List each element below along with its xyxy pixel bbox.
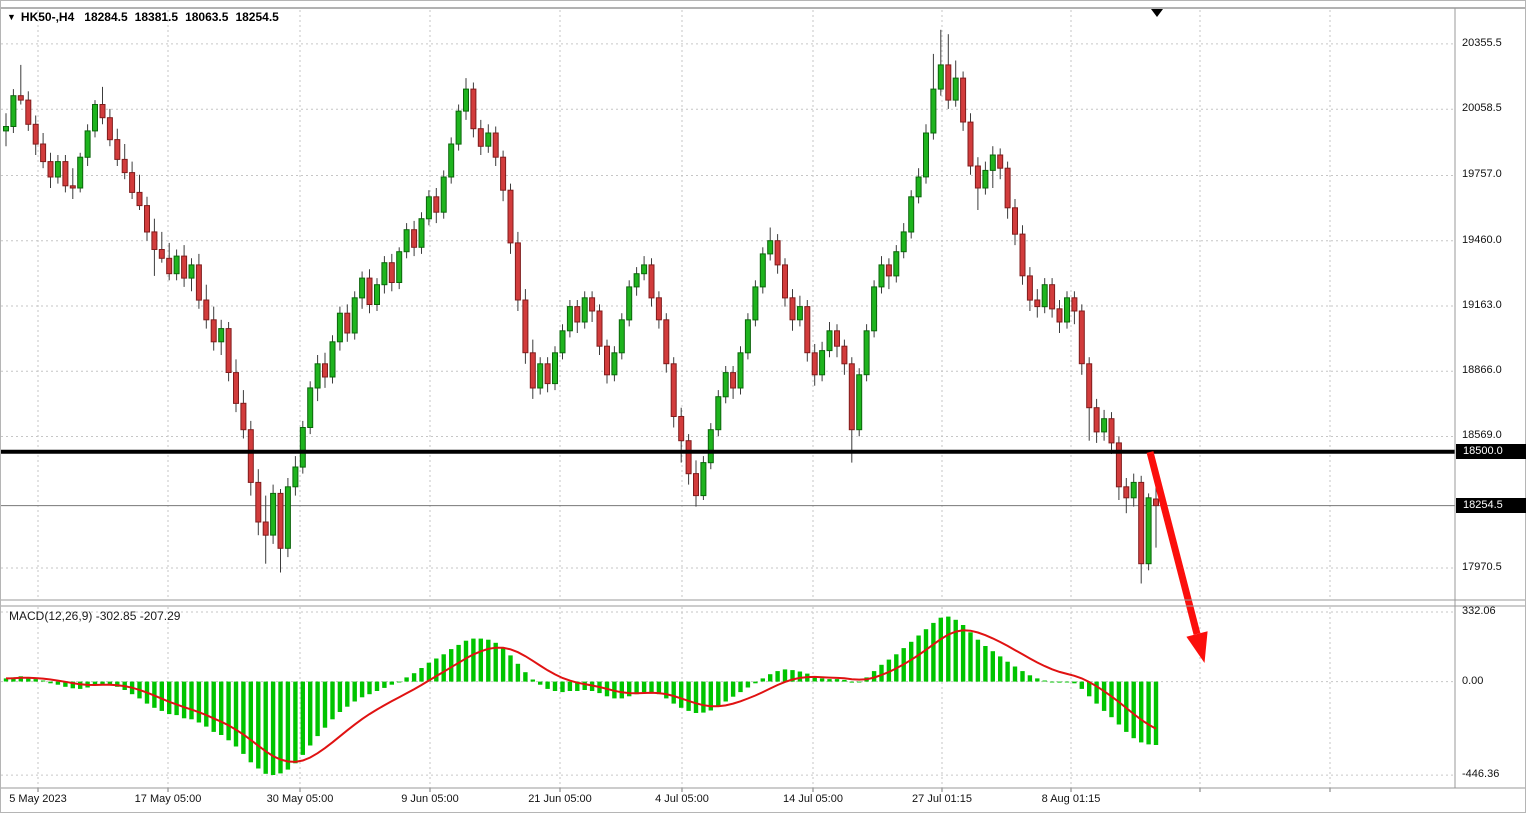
ohlc-high-value: 18381.5 — [134, 10, 179, 24]
time-axis-label: 8 Aug 01:15 — [1041, 793, 1101, 805]
price-axis-label: 18569.0 — [1462, 429, 1502, 442]
time-axis[interactable]: 5 May 2023 17 May 05:00 30 May 05:00 9 Jun … — [0, 788, 1455, 813]
symbol-dropdown-icon[interactable]: ▼ — [7, 12, 16, 22]
price-axis-label: 18866.0 — [1462, 364, 1502, 377]
time-axis-label: 17 May 05:00 — [134, 793, 202, 805]
time-axis-label: 14 Jul 05:00 — [783, 793, 843, 805]
macd-axis-label: 332.06 — [1462, 605, 1496, 617]
price-axis-label: 20058.5 — [1462, 102, 1502, 115]
ohlc-low-value: 18063.5 — [185, 10, 229, 24]
macd-indicator-label: MACD(12,26,9) -302.85 -207.29 — [9, 609, 181, 623]
chart-shift-icon[interactable] — [1151, 9, 1163, 17]
ohlc-close-value: 18254.5 — [235, 10, 279, 24]
symbol-timeframe-label: HK50-,H4 — [20, 10, 75, 24]
price-axis-label: 19163.0 — [1462, 298, 1502, 311]
macd-axis-label: -446.36 — [1462, 768, 1500, 781]
price-axis-label: 19757.0 — [1462, 168, 1502, 181]
price-axis-label: 19460.0 — [1462, 233, 1502, 246]
price-axis-label: 20355.5 — [1462, 36, 1502, 49]
price-axis[interactable]: 20355.5 20058.5 19757.0 19460.0 19163.0 18866… — [1455, 0, 1526, 788]
current-price-tag: 18254.5 — [1456, 498, 1526, 514]
time-axis-label: 9 Jun 05:00 — [401, 793, 459, 805]
time-axis-label: 27 Jul 01:15 — [912, 793, 972, 805]
macd-axis-label: 0.00 — [1462, 674, 1484, 687]
ohlc-open-value: 18284.5 — [84, 10, 128, 24]
price-axis-label: 17970.5 — [1462, 561, 1502, 573]
chart-header: ▼ HK50-,H4 18284.5 18381.5 18063.5 18254… — [7, 10, 286, 24]
time-axis-label: 30 May 05:00 — [266, 793, 334, 805]
time-axis-label: 5 May 2023 — [9, 793, 67, 805]
time-axis-label: 4 Jul 05:00 — [655, 793, 709, 805]
macd-axis: 332.06 0.00 -446.36 — [1455, 0, 1526, 813]
time-axis-label: 21 Jun 05:00 — [528, 793, 592, 805]
level-price-tag: 18500.0 — [1456, 444, 1526, 460]
